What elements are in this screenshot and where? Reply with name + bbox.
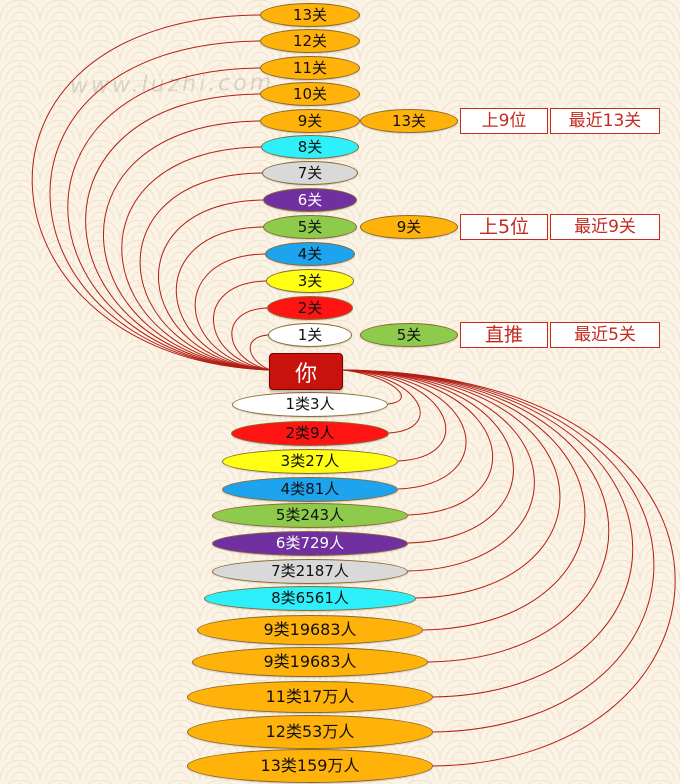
connection-arc (342, 369, 514, 544)
connection-arc (342, 369, 561, 599)
level-oval: 5关 (263, 215, 357, 239)
connection-arc (49, 40, 271, 371)
level-oval: 8关 (261, 135, 359, 159)
class-oval: 8类6561人 (204, 585, 416, 611)
connection-arc (342, 369, 676, 767)
you-center-box: 你 (269, 353, 343, 390)
connection-arc (342, 369, 421, 434)
level-oval: 1关 (268, 323, 352, 347)
connection-arc (342, 369, 493, 516)
level-oval: 9关 (260, 109, 360, 133)
connection-arc (342, 369, 535, 572)
connection-arc (249, 334, 271, 371)
level-oval: 13关 (260, 3, 360, 27)
class-oval: 2类9人 (231, 420, 389, 446)
connection-arc (342, 369, 634, 698)
class-oval: 7类2187人 (212, 558, 408, 584)
connection-arc (231, 307, 271, 371)
connection-arc (342, 369, 402, 405)
side-rank-box: 上5位 (460, 214, 548, 240)
side-count-oval: 5关 (360, 323, 458, 347)
level-oval: 11关 (260, 56, 360, 80)
class-oval: 13类159万人 (187, 749, 433, 783)
connection-arc (342, 369, 586, 631)
class-oval: 12类53万人 (187, 715, 433, 749)
side-rank-box: 直推 (460, 322, 548, 348)
class-oval: 1类3人 (232, 391, 388, 417)
class-oval: 11类17万人 (187, 681, 433, 713)
connection-arc (342, 369, 447, 462)
level-oval: 3关 (266, 269, 354, 293)
side-recent-box: 最近5关 (550, 322, 660, 348)
level-oval: 12关 (260, 29, 360, 53)
level-oval: 2关 (267, 296, 353, 320)
connection-arc (121, 146, 271, 371)
class-oval: 3类27人 (222, 448, 398, 474)
connection-arc (67, 67, 271, 371)
connection-arc (103, 120, 271, 371)
level-oval: 6关 (263, 188, 357, 212)
class-oval: 4类81人 (222, 476, 398, 502)
connection-arc (342, 369, 655, 733)
class-oval: 6类729人 (212, 530, 408, 556)
connection-arc (176, 226, 271, 371)
connection-arc (158, 199, 271, 371)
connection-arc (31, 14, 271, 371)
level-oval: 7关 (262, 161, 358, 185)
side-recent-box: 最近13关 (550, 108, 660, 134)
connection-arc (85, 93, 271, 371)
side-rank-box: 上9位 (460, 108, 548, 134)
connection-arc (213, 280, 271, 371)
level-oval: 4关 (265, 242, 355, 266)
class-oval: 9类19683人 (192, 647, 428, 677)
side-recent-box: 最近9关 (550, 214, 660, 240)
class-oval: 5类243人 (212, 502, 408, 528)
connection-arc (342, 369, 610, 663)
connection-arc (139, 172, 271, 371)
class-oval: 9类19683人 (197, 615, 423, 645)
side-count-oval: 13关 (360, 109, 458, 133)
connection-arc (342, 369, 467, 490)
connection-arc (194, 253, 271, 371)
side-count-oval: 9关 (360, 215, 458, 239)
level-oval: 10关 (260, 82, 360, 106)
